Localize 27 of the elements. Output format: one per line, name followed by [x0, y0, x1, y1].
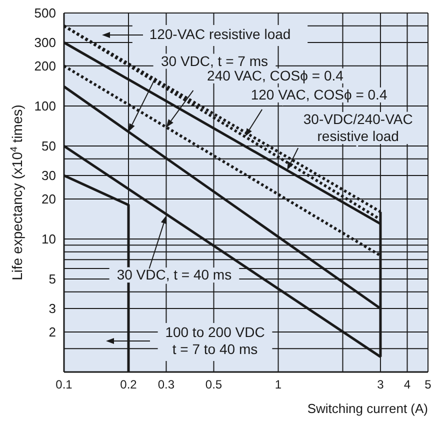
annotation: 240 VAC, COSϕ = 0.4 [207, 67, 344, 84]
y-tick-label: 300 [34, 35, 56, 50]
annotation: 120-VAC resistive load [149, 26, 291, 42]
x-tick-label: 0.2 [120, 378, 138, 392]
y-tick-label: 10 [42, 232, 56, 247]
annotation: 30 VDC, t = 7 ms [161, 52, 268, 69]
y-tick-label: 5 [48, 272, 56, 287]
x-tick-label: 5 [424, 378, 432, 392]
annotation: 30 VDC, t = 40 ms [116, 266, 232, 283]
y-tick-label: 50 [42, 138, 56, 154]
y-tick-label: 2 [48, 324, 56, 340]
annotation: 100 to 200 VDC t = 7 to 40 ms [165, 324, 265, 357]
y-tick-label: 30 [42, 168, 56, 184]
x-axis-title: Switching current (A) [307, 401, 428, 416]
x-tick-label: 0.1 [56, 378, 73, 392]
y-tick-label: 100 [34, 98, 56, 114]
y-tick-label: 3 [48, 301, 56, 316]
y-tick-label: 200 [34, 58, 56, 74]
x-tick-label: 1 [274, 378, 282, 392]
x-tick-label: 0.3 [158, 378, 175, 392]
y-tick-label: 500 [34, 6, 56, 21]
y-tick-label: 20 [42, 192, 56, 207]
x-tick-label: 3 [377, 378, 384, 392]
annotation: 30-VDC/240-VAC resistive load [303, 111, 413, 144]
x-tick-label: 0.5 [205, 378, 222, 392]
annotation: 120 VAC, COSϕ = 0.4 [250, 86, 388, 102]
x-tick-label: 4 [404, 378, 411, 392]
